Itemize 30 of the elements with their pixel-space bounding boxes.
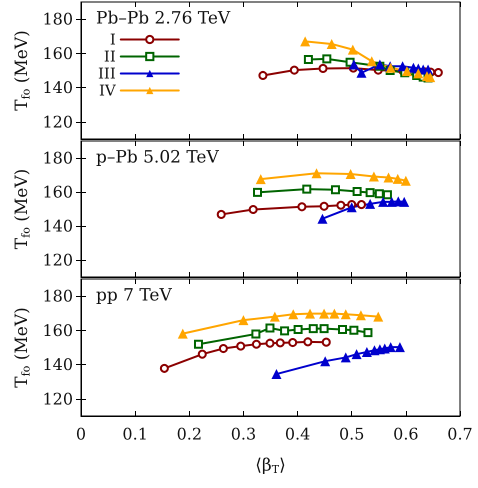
legend-label: IV: [99, 82, 117, 100]
x-tick-label: 0: [76, 424, 86, 444]
x-tick-label: 0.5: [338, 424, 364, 444]
x-tick-label: 0.2: [176, 424, 202, 444]
y-tick-label: 120: [42, 112, 73, 132]
x-tick-label: 0.3: [230, 424, 256, 444]
y-tick-label: 180: [42, 148, 73, 168]
y-axis-title: Tfo (MeV): [12, 307, 33, 388]
x-tick-label: 0.7: [447, 424, 473, 444]
x-tick-label: 0.6: [393, 424, 419, 444]
annotation: pp 7 TeV: [96, 286, 172, 306]
y-tick-label: 140: [42, 355, 73, 374]
y-axis-title: Tfo (MeV): [12, 168, 33, 250]
annotation: Pb–Pb 2.76 TeV: [96, 8, 231, 28]
y-tick-label: 140: [42, 78, 73, 98]
legend-label: II: [104, 48, 116, 66]
y-tick-label: 180: [42, 286, 73, 306]
legend-label: III: [98, 64, 116, 82]
x-tick-label: 0.1: [122, 424, 148, 444]
y-tick-label: 140: [42, 216, 73, 236]
legend-label: I: [110, 30, 116, 48]
y-tick-label: 180: [42, 10, 73, 29]
y-tick-label: 120: [42, 389, 73, 408]
y-axis-title: Tfo (MeV): [12, 30, 33, 111]
x-tick-label: 0.4: [284, 424, 310, 444]
y-tick-label: 160: [42, 44, 73, 63]
y-tick-label: 160: [42, 320, 73, 340]
annotation: p–Pb 5.02 TeV: [96, 148, 220, 168]
y-tick-label: 160: [42, 182, 73, 202]
y-tick-label: 120: [42, 250, 73, 270]
